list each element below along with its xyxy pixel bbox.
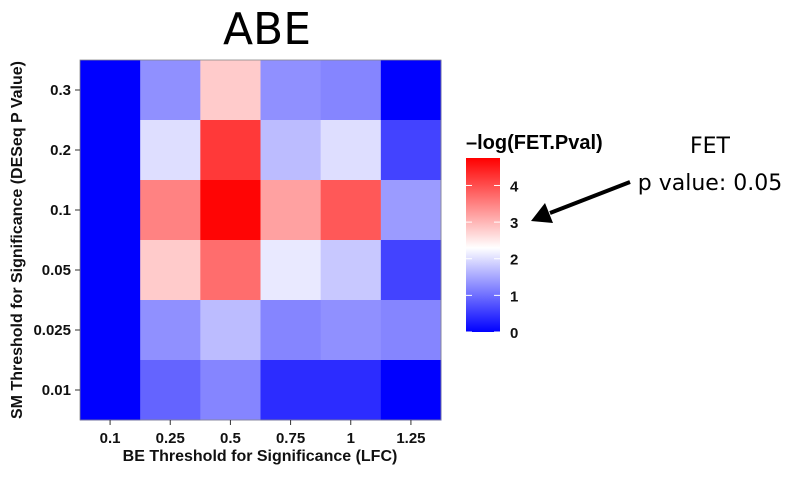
heatmap-cell: [260, 360, 322, 421]
legend-tick-label: 0: [510, 325, 518, 342]
x-tick-label: 0.25: [156, 430, 185, 447]
heatmap-cell: [140, 240, 201, 301]
heatmap-cell: [140, 360, 201, 421]
heatmap-cell: [380, 60, 442, 121]
heatmap-cell: [320, 240, 382, 301]
heatmap-cell: [320, 300, 382, 361]
heatmap-cell: [320, 180, 382, 241]
legend-title: –log(FET.Pval): [466, 132, 603, 154]
x-axis-label: BE Threshold for Significance (LFC): [123, 448, 398, 465]
heatmap-cell: [80, 180, 141, 241]
heatmap-cell: [320, 60, 382, 121]
heatmap-cell: [380, 180, 442, 241]
legend-tick-label: 2: [510, 252, 518, 269]
x-axis-ticks: 0.1 0.25 0.5 0.75 1 1.25: [100, 420, 426, 447]
y-axis-ticks: 0.3 0.2 0.1 0.05 0.025 0.01: [33, 82, 80, 399]
heatmap-cell: [80, 60, 141, 121]
y-tick-label: 0.2: [50, 142, 71, 159]
heatmap-cell: [200, 120, 261, 181]
heatmap-cell: [80, 300, 141, 361]
x-tick-label: 1.25: [396, 430, 425, 447]
heatmap-cell: [200, 180, 261, 241]
x-tick-label: 0.5: [220, 430, 241, 447]
y-tick-label: 0.05: [42, 262, 71, 279]
heatmap-cell: [320, 120, 382, 181]
heatmap-cell: [80, 120, 141, 181]
y-tick-label: 0.3: [50, 82, 71, 99]
annotation-arrow-head: [531, 203, 553, 223]
y-axis-label: SM Threshold for Significance (DESeq P V…: [9, 61, 26, 419]
heatmap-cell: [380, 240, 442, 301]
annotation-arrow-line: [549, 180, 631, 215]
heatmap-cell: [260, 300, 322, 361]
heatmap-cell: [380, 300, 442, 361]
heatmap-cell: [260, 240, 322, 301]
x-tick-label: 0.75: [276, 430, 305, 447]
heatmap-cell: [200, 60, 261, 121]
annotation-pvalue: p value: 0.05: [638, 171, 782, 196]
legend-tick-label: 3: [510, 215, 518, 232]
heatmap-cell: [380, 120, 442, 181]
chart-title: ABE: [223, 4, 311, 55]
heatmap-cell: [140, 60, 201, 121]
legend-tick-label: 4: [510, 178, 519, 195]
heatmap-cell: [260, 180, 322, 241]
heatmap-cell: [80, 360, 141, 421]
heatmap-cell: [140, 300, 201, 361]
heatmap-cell: [80, 240, 141, 301]
heatmap-cell: [200, 300, 261, 361]
heatmap-cell: [320, 360, 382, 421]
heatmap-cell: [140, 180, 201, 241]
x-tick-label: 0.1: [100, 430, 121, 447]
heatmap-cell: [140, 120, 201, 181]
annotation-fet: FET: [690, 134, 731, 159]
y-tick-label: 0.1: [50, 202, 71, 219]
x-tick-label: 1: [347, 430, 355, 447]
y-tick-label: 0.025: [33, 322, 71, 339]
y-tick-label: 0.01: [42, 382, 71, 399]
heatmap-cells: [80, 60, 442, 421]
heatmap-cell: [200, 240, 261, 301]
heatmap-cell: [260, 60, 322, 121]
heatmap-cell: [380, 360, 442, 421]
legend-tick-label: 1: [510, 288, 518, 305]
plot-border: [79, 59, 442, 421]
legend-ticks: 0 1 2 3 4: [466, 178, 519, 342]
heatmap-cell: [200, 360, 261, 421]
heatmap-cell: [260, 120, 322, 181]
legend-colorbar: [466, 158, 500, 332]
